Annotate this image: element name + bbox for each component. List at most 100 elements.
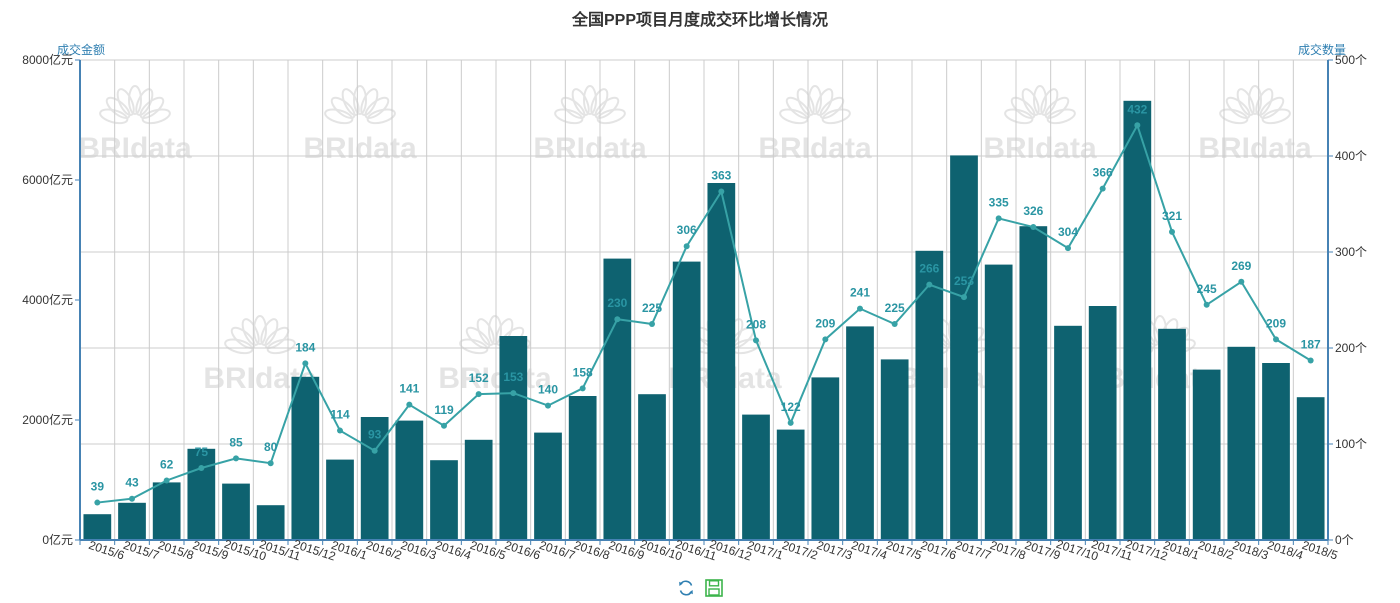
- bar: [603, 258, 632, 540]
- watermark-text: BRIdata: [78, 132, 192, 165]
- right-tick-label: 100个: [1335, 437, 1367, 451]
- line-point: [683, 243, 690, 250]
- watermark-logo: BRIdata: [438, 315, 552, 395]
- watermark-text: BRIdata: [303, 132, 417, 165]
- watermark-logo: BRIdata: [78, 85, 192, 165]
- line-point: [995, 215, 1002, 222]
- line-point: [475, 391, 482, 398]
- bar: [915, 250, 944, 541]
- bar: [1192, 369, 1221, 540]
- watermark-petal: [476, 318, 495, 347]
- line-point: [406, 401, 413, 408]
- watermark-petal: [1033, 85, 1047, 115]
- data-label: 245: [1197, 282, 1217, 296]
- data-label: 241: [850, 286, 870, 300]
- bar: [464, 439, 493, 540]
- line-point: [1307, 357, 1314, 364]
- line-point: [1065, 245, 1071, 252]
- watermark-petal: [99, 108, 129, 125]
- data-label: 153: [503, 370, 523, 384]
- watermark-petal: [459, 338, 489, 355]
- save-image-button[interactable]: [704, 578, 724, 598]
- watermark-petal: [815, 88, 834, 117]
- line-point: [926, 281, 933, 288]
- left-tick-label: 0亿元: [42, 532, 73, 547]
- line-point: [545, 402, 551, 409]
- line-point: [1030, 224, 1037, 231]
- x-tick-label: 2015/6: [87, 538, 127, 563]
- refresh-icon: [679, 580, 693, 596]
- watermark-petal: [128, 85, 142, 115]
- x-tick-label: 2017/8: [988, 538, 1028, 563]
- watermark-logo: BRIdata: [983, 85, 1097, 165]
- watermark-petal: [808, 85, 822, 115]
- bar: [568, 396, 597, 540]
- watermark-petal: [821, 108, 851, 125]
- watermark-petal: [1248, 85, 1262, 115]
- x-tick-label: 2016/2: [364, 538, 404, 563]
- data-label: 253: [954, 274, 974, 288]
- data-label: 209: [1266, 316, 1286, 330]
- bar: [1158, 328, 1186, 540]
- data-label: 209: [815, 316, 835, 330]
- left-tick-label: 8000亿元: [22, 52, 73, 67]
- line-point: [753, 337, 759, 344]
- watermark-petal: [364, 96, 390, 119]
- watermark-petal: [796, 88, 815, 117]
- data-label: 141: [399, 382, 419, 396]
- data-label: 85: [229, 435, 243, 449]
- data-label: 80: [264, 440, 278, 454]
- data-label: 43: [125, 476, 139, 490]
- watermark-petal: [1236, 88, 1255, 117]
- watermark-petal: [341, 88, 360, 117]
- data-label: 335: [989, 195, 1009, 209]
- data-label: 366: [1093, 166, 1113, 180]
- data-label: 269: [1231, 259, 1251, 273]
- bar: [534, 432, 562, 540]
- data-label: 230: [607, 296, 627, 310]
- x-tick-label: 2017/4: [850, 538, 890, 563]
- watermark-petal: [560, 96, 586, 119]
- x-tick-label: 2016/7: [538, 538, 578, 563]
- refresh-button[interactable]: [676, 578, 696, 598]
- data-label: 122: [781, 400, 801, 414]
- data-label: 93: [368, 428, 382, 442]
- watermark-petal: [571, 88, 590, 117]
- bar: [742, 414, 770, 540]
- bar: [118, 502, 146, 540]
- bar: [638, 394, 666, 540]
- save-image-icon: [705, 579, 723, 597]
- bar: [1123, 100, 1152, 541]
- left-axis-name: 成交金额: [57, 43, 106, 57]
- data-label: 326: [1023, 204, 1043, 218]
- bar: [811, 377, 840, 540]
- x-tick-label: 2016/8: [572, 538, 612, 563]
- data-label: 39: [91, 480, 105, 494]
- bar: [1054, 325, 1082, 540]
- line-point: [163, 477, 170, 484]
- line-point: [371, 447, 378, 454]
- watermark-petal: [1259, 96, 1285, 119]
- right-tick-label: 300个: [1335, 245, 1367, 259]
- watermark-petal: [241, 318, 260, 347]
- data-label: 75: [195, 445, 209, 459]
- watermark-petal: [353, 85, 367, 115]
- data-label: 119: [434, 403, 454, 417]
- watermark-petal: [1219, 108, 1249, 125]
- watermark-logo: BRIdata: [1198, 85, 1312, 165]
- data-label: 187: [1301, 337, 1321, 351]
- watermark-petal: [1261, 108, 1291, 125]
- bar: [395, 420, 424, 540]
- x-tick-label: 2015/8: [156, 538, 196, 563]
- data-label: 432: [1127, 102, 1147, 116]
- data-label: 140: [538, 383, 558, 397]
- line-point: [649, 321, 655, 327]
- watermark-logo: BRIdata: [533, 85, 647, 165]
- x-tick-label: 2017/3: [815, 538, 855, 563]
- watermark-petal: [253, 315, 267, 345]
- bar: [222, 483, 250, 540]
- watermark-petal: [1040, 88, 1059, 117]
- data-label: 304: [1058, 225, 1078, 239]
- bar: [291, 376, 320, 540]
